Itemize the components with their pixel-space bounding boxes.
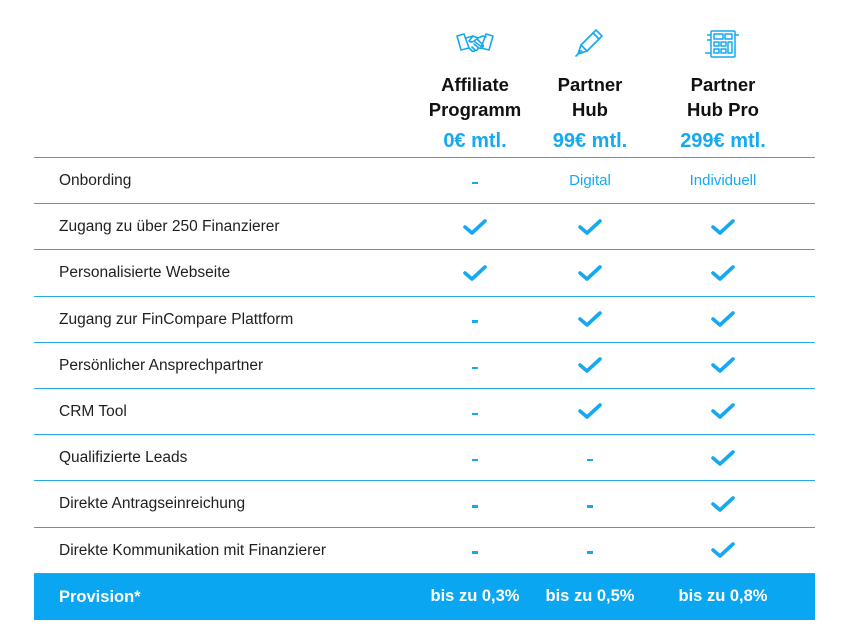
feature-rows: Onbording Digital Individuell Zugang zu übe… xyxy=(34,158,815,574)
feature-value-partner-hub: Digital xyxy=(569,172,611,189)
feature-row: Zugang zur FinCompare Plattform xyxy=(34,297,815,343)
feature-row: Persönlicher Ansprechpartner xyxy=(34,343,815,389)
not-included-dash xyxy=(525,528,655,573)
check-icon xyxy=(410,250,540,295)
plan-name: Partner Hub xyxy=(557,74,623,120)
feature-label: Zugang zur FinCompare Plattform xyxy=(59,310,294,328)
feature-value-partner-hub-pro: Individuell xyxy=(689,172,757,189)
check-icon xyxy=(658,389,788,434)
not-included-dash xyxy=(410,528,540,573)
dash-icon xyxy=(472,412,478,416)
not-included-dash xyxy=(525,435,655,480)
plan-affiliate: Affiliate Programm 0€ mtl. xyxy=(410,26,540,154)
check-icon xyxy=(658,250,788,295)
dash-icon xyxy=(472,458,478,462)
feature-row: CRM Tool xyxy=(34,389,815,436)
pricing-comparison-table: Affiliate Programm 0€ mtl. Partner Hub 9… xyxy=(34,0,815,620)
check-icon xyxy=(525,343,655,388)
feature-label: CRM Tool xyxy=(59,402,127,420)
not-included-dash xyxy=(410,481,540,526)
feature-row: Direkte Kommunikation mit Finanzierer xyxy=(34,528,815,574)
plan-name: Affiliate Programm xyxy=(428,74,522,120)
feature-row: Onbording Digital Individuell xyxy=(34,158,815,205)
feature-row: Zugang zu über 250 Finanzierer xyxy=(34,204,815,251)
not-included-dash xyxy=(410,389,540,434)
provision-partner-hub-pro: bis zu 0,8% xyxy=(678,587,768,606)
plan-price: 299€ mtl. xyxy=(680,130,766,152)
feature-row: Personalisierte Webseite xyxy=(34,250,815,297)
feature-label: Qualifizierte Leads xyxy=(59,449,188,467)
dash-icon xyxy=(472,551,478,554)
check-icon xyxy=(525,389,655,434)
pen-icon xyxy=(575,29,603,57)
not-included-dash xyxy=(410,435,540,480)
provision-row: Provision* bis zu 0,3% bis zu 0,5% bis z… xyxy=(34,573,815,620)
not-included-dash xyxy=(410,158,540,203)
dash-icon xyxy=(472,320,478,323)
dash-icon xyxy=(587,551,593,554)
feature-label: Direkte Kommunikation mit Finanzierer xyxy=(59,541,327,559)
plan-price: 99€ mtl. xyxy=(552,130,628,152)
calculator-icon xyxy=(705,30,739,58)
check-icon xyxy=(525,250,655,295)
not-included-dash xyxy=(525,481,655,526)
check-icon xyxy=(658,528,788,573)
provision-affiliate: bis zu 0,3% xyxy=(430,587,520,606)
feature-row: Qualifizierte Leads xyxy=(34,435,815,482)
check-icon xyxy=(525,204,655,249)
dash-icon xyxy=(587,458,593,462)
not-included-dash xyxy=(410,297,540,342)
dash-icon xyxy=(472,366,478,369)
plan-price: 0€ mtl. xyxy=(443,130,507,152)
handshake-icon xyxy=(456,33,494,53)
feature-row: Direkte Antragseinreichung xyxy=(34,481,815,528)
check-icon xyxy=(658,343,788,388)
check-icon xyxy=(658,481,788,526)
check-icon xyxy=(658,435,788,480)
plan-name: Partner Hub Pro xyxy=(687,74,759,120)
provision-partner-hub: bis zu 0,5% xyxy=(545,587,635,606)
feature-label: Personalisierte Webseite xyxy=(59,264,231,282)
check-icon xyxy=(658,297,788,342)
dash-icon xyxy=(472,181,478,185)
not-included-dash xyxy=(410,343,540,388)
check-icon xyxy=(410,204,540,249)
provision-label: Provision* xyxy=(59,587,141,606)
dash-icon xyxy=(472,505,478,508)
plan-partner-hub: Partner Hub 99€ mtl. xyxy=(525,26,655,154)
plans-header: Affiliate Programm 0€ mtl. Partner Hub 9… xyxy=(34,0,815,158)
check-icon xyxy=(525,297,655,342)
check-icon xyxy=(658,204,788,249)
feature-label: Onbording xyxy=(59,172,132,189)
feature-label: Zugang zu über 250 Finanzierer xyxy=(59,218,280,236)
feature-label: Direkte Antragseinreichung xyxy=(59,495,246,513)
plan-partner-hub-pro: Partner Hub Pro 299€ mtl. xyxy=(658,26,788,154)
feature-label: Persönlicher Ansprechpartner xyxy=(59,356,264,374)
dash-icon xyxy=(587,505,593,508)
